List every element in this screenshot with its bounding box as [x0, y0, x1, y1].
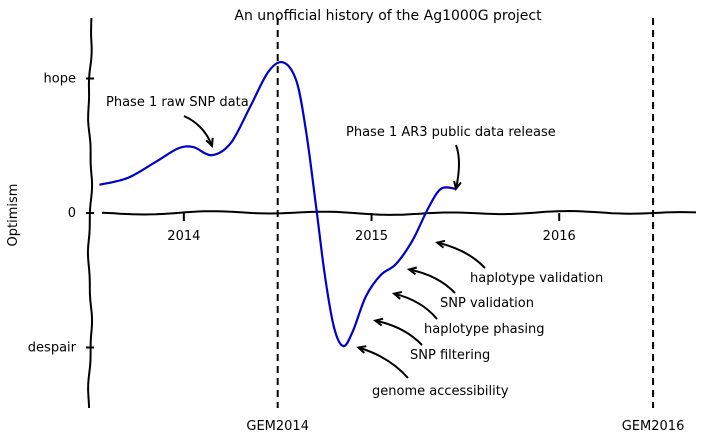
annotation-label: Phase 1 raw SNP data: [106, 95, 249, 110]
y-axis-label: Optimism: [6, 184, 21, 247]
annotation-arrow: [455, 144, 460, 190]
vline-label: GEM2014: [246, 419, 309, 434]
annotation-label: genome accessibility: [372, 384, 509, 399]
chart-title: An unofficial history of the Ag1000G pro…: [234, 8, 542, 24]
annotation-label: haplotype validation: [470, 271, 603, 286]
series-layer: [99, 60, 457, 348]
y-tick-label: 0: [68, 206, 76, 221]
annotation-arrow: [393, 292, 438, 320]
annotation-arrowhead: [406, 266, 418, 276]
annotation-label: SNP validation: [440, 296, 534, 311]
annotation-arrow: [436, 241, 486, 269]
annotation-label: Phase 1 AR3 public data release: [346, 125, 556, 140]
zero-line: [101, 209, 697, 216]
annotation-arrow: [358, 346, 409, 379]
annotation-arrowhead: [391, 291, 403, 300]
y-tick-label: hope: [44, 72, 76, 87]
vline-label: GEM2016: [622, 419, 685, 434]
annotation-arrow: [375, 319, 423, 346]
annotation-arrow: [183, 115, 213, 147]
annotation-arrowhead: [356, 345, 367, 354]
axes-layer: hope 0 despair 2014 2015 2016: [28, 17, 697, 409]
annotations-layer: Phase 1 raw SNP data Phase 1 AR3 public d…: [106, 95, 603, 399]
vlines-layer: GEM2014 GEM2016: [246, 18, 684, 434]
x-tick-label: 2016: [543, 229, 576, 244]
x-tick-label: 2014: [167, 229, 200, 244]
annotation-arrow: [408, 268, 456, 294]
annotation-arrowhead: [373, 317, 384, 327]
annotation-label: SNP filtering: [410, 348, 490, 363]
x-tick-label: 2015: [355, 229, 388, 244]
annotation-arrowhead: [453, 180, 462, 192]
annotation-arrowhead: [205, 137, 214, 148]
annotation-label: haplotype phasing: [424, 322, 545, 337]
y-tick-label: despair: [28, 340, 77, 355]
series-line: [99, 60, 457, 348]
annotation-arrowhead: [434, 239, 446, 249]
